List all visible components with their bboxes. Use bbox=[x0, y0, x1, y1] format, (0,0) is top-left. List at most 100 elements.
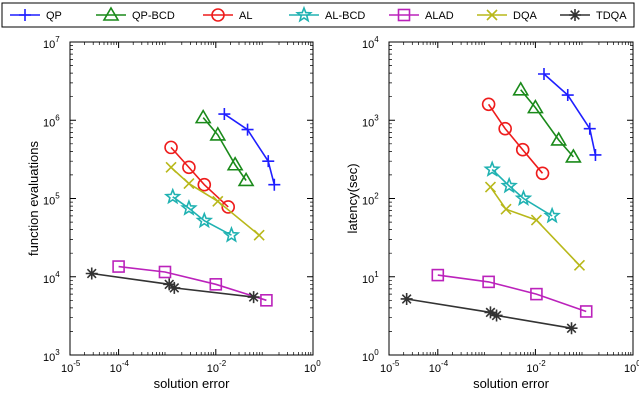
data-point-al-bcd bbox=[195, 211, 214, 229]
panel-function-evaluations: 10-5 10-4 10-2 100 103 104 105 106 107 solution e… bbox=[26, 35, 321, 391]
data-point-tdqa bbox=[168, 281, 181, 294]
data-point-qp-bcd bbox=[550, 131, 568, 146]
y-tick-label: 101 bbox=[362, 270, 379, 286]
series-line-alad bbox=[437, 274, 587, 313]
data-point-tdqa bbox=[85, 267, 98, 280]
y-tick-label: 102 bbox=[362, 192, 379, 208]
data-point-tdqa bbox=[400, 292, 413, 305]
data-point-al bbox=[164, 140, 178, 155]
legend-marker-alad bbox=[397, 8, 411, 22]
data-point-dqa bbox=[165, 161, 177, 173]
data-point-qp-bcd bbox=[194, 109, 212, 124]
data-point-alad bbox=[431, 268, 445, 282]
x-tick-label: 10-4 bbox=[110, 359, 130, 375]
y-tick-label: 106 bbox=[43, 113, 60, 129]
plot-area bbox=[388, 41, 634, 356]
data-point-al bbox=[221, 200, 236, 214]
legend-marker-qp-bcd bbox=[102, 6, 120, 21]
data-point-alad bbox=[209, 278, 223, 291]
y-tick-label: 105 bbox=[43, 192, 60, 208]
data-point-al-bcd bbox=[163, 187, 182, 205]
legend-item-al: AL bbox=[203, 8, 252, 22]
x-tick-label: 10-2 bbox=[207, 359, 227, 375]
data-point-tdqa bbox=[565, 322, 578, 335]
x-tick-label: 10-4 bbox=[429, 359, 449, 375]
data-point-qp bbox=[583, 122, 596, 135]
data-point-alad bbox=[158, 265, 172, 279]
y-tick-label: 107 bbox=[43, 35, 60, 51]
legend-label-al-bcd: AL-BCD bbox=[325, 10, 365, 22]
data-point-al bbox=[535, 166, 550, 181]
data-point-dqa bbox=[484, 181, 497, 193]
x-axis-title: solution error bbox=[154, 376, 231, 391]
legend-item-dqa: DQA bbox=[477, 9, 538, 22]
data-point-qp bbox=[589, 148, 602, 161]
data-point-qp bbox=[262, 155, 275, 168]
x-tick-exponent: -5 bbox=[392, 359, 400, 368]
x-tick-exponent: 0 bbox=[316, 359, 321, 368]
x-tick-label: 10-2 bbox=[526, 359, 546, 375]
series-line-alad bbox=[118, 265, 267, 302]
legend-label-dqa: DQA bbox=[513, 10, 538, 22]
series-qp-bcd bbox=[194, 109, 255, 187]
data-point-al bbox=[481, 97, 496, 112]
y-tick-exponent: 5 bbox=[55, 192, 60, 201]
x-tick-label: 10-5 bbox=[61, 359, 81, 375]
data-point-dqa bbox=[212, 195, 224, 207]
data-point-alad bbox=[260, 294, 273, 307]
y-tick-label: 104 bbox=[362, 35, 379, 51]
legend-marker-al bbox=[211, 8, 225, 22]
series-line-tdqa bbox=[406, 298, 572, 329]
data-point-dqa bbox=[573, 259, 586, 271]
y-tick-label: 103 bbox=[362, 113, 379, 129]
legend-marker-tdqa bbox=[569, 9, 581, 21]
x-tick-exponent: -4 bbox=[122, 359, 130, 368]
data-point-qp-bcd bbox=[237, 171, 255, 187]
series-line-al-bcd bbox=[172, 196, 232, 236]
legend-marker-al-bcd bbox=[295, 5, 313, 23]
legend-item-tdqa: TDQA bbox=[560, 9, 627, 22]
y-tick-exponent: 4 bbox=[374, 35, 379, 44]
x-tick-exponent: -2 bbox=[219, 359, 227, 368]
data-point-al-bcd bbox=[483, 160, 501, 177]
data-point-alad bbox=[530, 287, 543, 301]
x-axis-title: solution error bbox=[473, 376, 550, 391]
y-axis-title: function evaluations bbox=[26, 141, 41, 256]
y-tick-exponent: 1 bbox=[374, 270, 379, 279]
series-al bbox=[481, 97, 550, 181]
minor-ticks bbox=[389, 42, 633, 355]
data-point-dqa bbox=[530, 214, 542, 226]
data-point-qp bbox=[241, 123, 254, 136]
series-line-qp bbox=[543, 73, 597, 156]
data-point-tdqa bbox=[484, 306, 497, 319]
series-al bbox=[164, 140, 236, 214]
data-point-al-bcd bbox=[180, 199, 198, 216]
y-tick-exponent: 6 bbox=[55, 113, 60, 122]
y-tick-exponent: 0 bbox=[374, 348, 379, 357]
series-line-qp-bcd bbox=[202, 117, 247, 181]
x-tick-exponent: -2 bbox=[539, 359, 547, 368]
data-point-qp bbox=[218, 108, 231, 121]
data-point-qp-bcd bbox=[512, 81, 530, 96]
data-point-qp bbox=[561, 89, 574, 102]
series-line-al bbox=[487, 103, 544, 174]
minor-ticks bbox=[70, 42, 313, 355]
series-line-dqa bbox=[170, 166, 260, 236]
series-tdqa bbox=[400, 292, 578, 335]
y-tick-label: 103 bbox=[43, 348, 60, 364]
y-tick-exponent: 2 bbox=[374, 192, 379, 201]
data-point-tdqa bbox=[490, 309, 503, 322]
data-point-qp bbox=[537, 67, 550, 80]
data-point-dqa bbox=[500, 203, 512, 215]
data-point-dqa bbox=[183, 178, 195, 190]
series-line-qp bbox=[223, 113, 276, 185]
series-alad bbox=[431, 268, 593, 318]
series-qp bbox=[537, 67, 602, 161]
legend-label-qp: QP bbox=[46, 10, 62, 22]
data-point-al-bcd bbox=[514, 189, 533, 206]
data-point-alad bbox=[112, 260, 125, 273]
legend-marker-dqa bbox=[486, 9, 498, 21]
x-tick-label: 10-5 bbox=[380, 359, 400, 375]
x-tick-exponent: -4 bbox=[441, 359, 449, 368]
